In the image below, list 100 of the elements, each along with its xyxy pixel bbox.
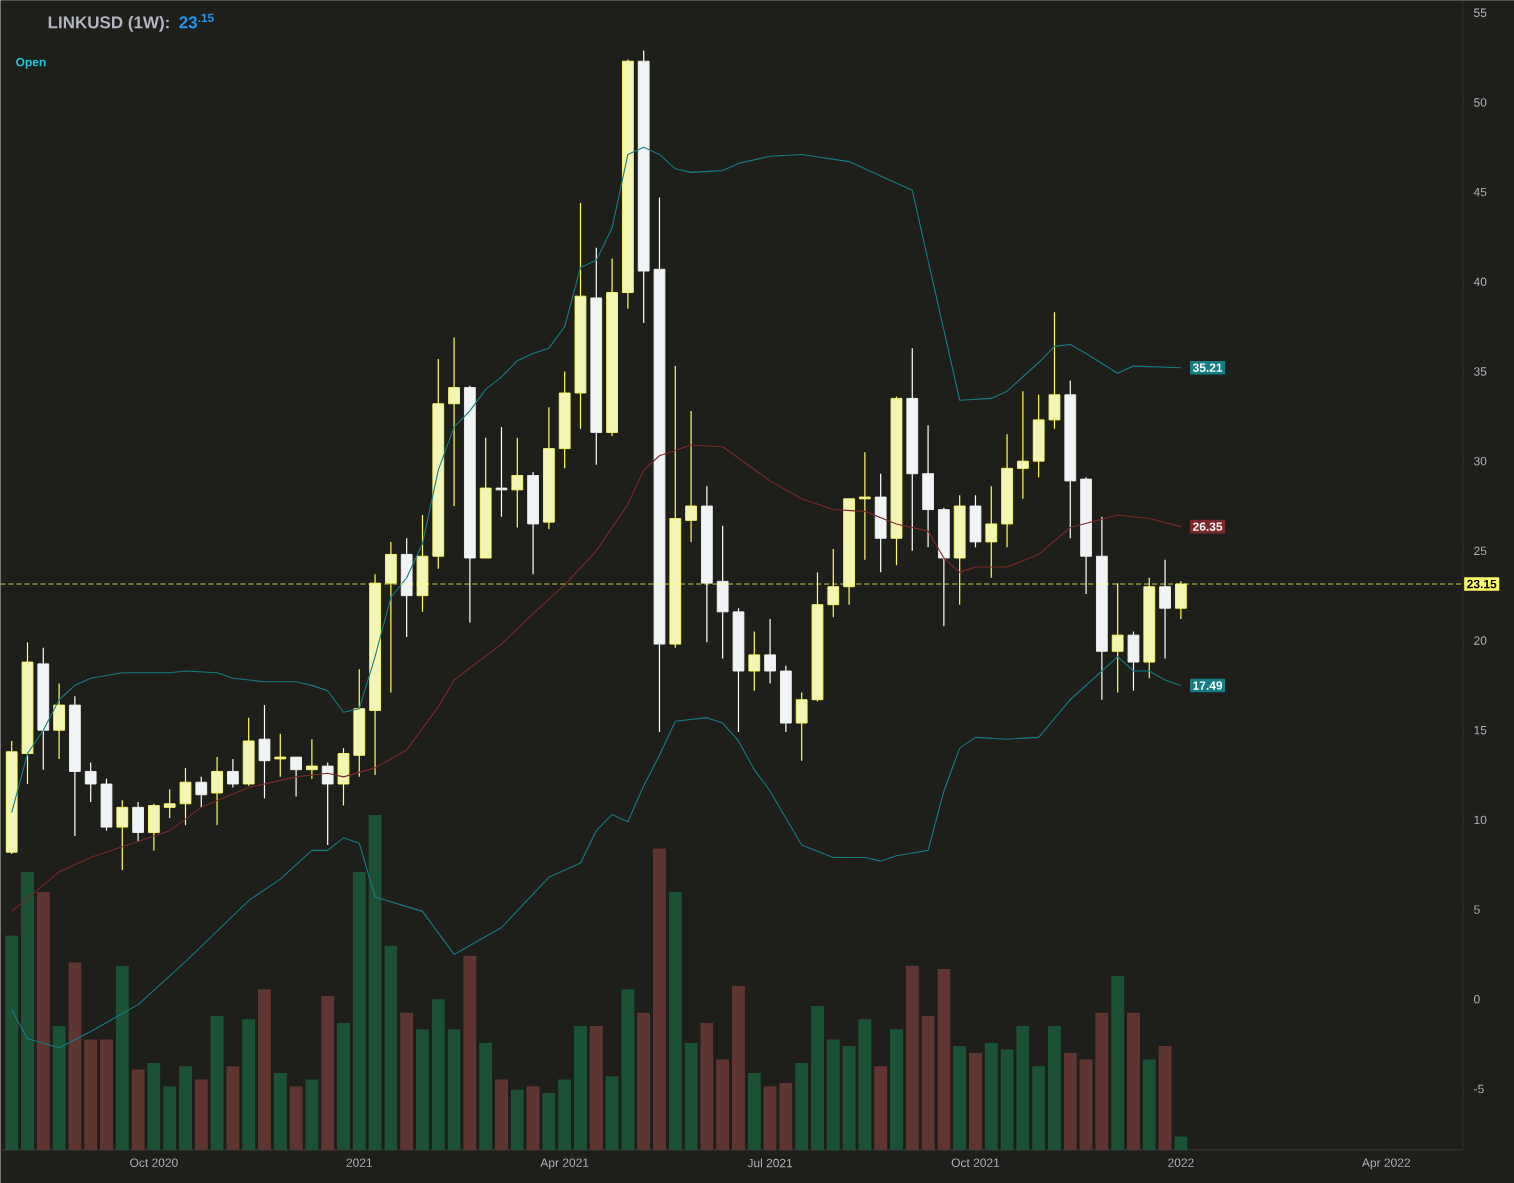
bar [36,892,50,1150]
bar [305,1079,319,1150]
bar [321,995,335,1150]
candlestick [448,336,460,507]
bar [352,871,366,1150]
bar [415,1029,429,1150]
data-label: 17.49 [1193,681,1223,690]
bar [494,1079,508,1150]
bar [1000,1049,1014,1150]
bar [858,1019,872,1150]
bar [336,1022,350,1150]
bar [668,892,682,1150]
y-tick-label: 20 [1474,636,1487,645]
x-tick-label: Jul 2021 [747,1158,793,1168]
bar [273,1072,287,1150]
candlestick [748,630,761,692]
x-tick-label: Oct 2021 [951,1158,1000,1167]
candlestick [84,761,97,803]
bar [115,965,129,1150]
candlestick [211,756,223,826]
bar [20,871,34,1150]
text: 23$^{.15}$ [179,13,214,29]
candlestick [511,437,524,529]
bar [810,1005,824,1150]
y-tick-label: 30 [1474,456,1487,466]
candlestick [290,756,302,798]
annotation: Open [16,57,46,69]
line-series [11,146,1182,814]
candlestick [195,776,208,808]
bar [573,1026,587,1150]
candlestick [859,451,871,561]
bar [1032,1066,1046,1150]
x-tick-label: Apr 2022 [1361,1158,1410,1170]
bar [953,1046,967,1150]
bar [1111,975,1125,1150]
bar [905,965,919,1150]
bar [763,1086,777,1150]
candlestick [985,485,998,579]
bar [589,1026,603,1150]
y-tick-label: -5 [1474,1084,1484,1094]
bar [716,1059,730,1150]
bar [637,1012,651,1150]
candlestick [764,618,776,685]
x-tick-label: 2022 [1168,1158,1194,1167]
data-label: 35.21 [1192,363,1223,372]
y-tick-label: 0 [1474,995,1480,1004]
bar [210,1015,224,1150]
bar [368,815,382,1150]
bar [431,999,445,1150]
y-tick-label: 35 [1474,367,1487,376]
bar [795,1062,809,1150]
bar [147,1062,161,1150]
bar [826,1039,840,1150]
candlestick [1159,559,1171,660]
candlestick [306,738,318,780]
bar [747,1072,761,1150]
candlestick [495,426,508,518]
line-series [11,656,1182,1049]
candlestick [163,788,176,819]
bar [921,1015,935,1150]
bar [1158,1046,1172,1150]
y-tick-label: 45 [1473,187,1487,197]
bar [131,1069,145,1150]
bar [605,1076,619,1150]
candlestick [258,704,271,799]
x-tick-label: Oct 2020 [130,1158,178,1167]
y-tick-label: 50 [1474,98,1487,107]
candlestick [795,691,808,762]
x-tick-label: Apr 2021 [540,1158,589,1170]
bar [5,935,19,1150]
bar [52,1026,66,1150]
bar [463,955,477,1150]
bar [68,962,82,1150]
y-tick-label: 15 [1474,726,1487,735]
y-tick-label: 40 [1473,277,1487,287]
bar [384,945,398,1150]
bar [684,1042,698,1150]
y-tick-label: 25 [1474,546,1487,556]
bar [1095,1012,1109,1150]
y-tick-label: 55 [1474,8,1487,17]
line-series [11,444,1182,912]
bar [99,1039,113,1150]
bar [1079,1059,1093,1150]
y-tick-label: 10 [1474,815,1487,825]
bar [889,1029,903,1150]
bar [479,1042,493,1150]
y-tick-label: 5 [1474,905,1480,914]
bar [163,1086,177,1150]
bar [84,1039,98,1150]
bar [652,848,666,1150]
bar [447,1029,461,1150]
bar [226,1066,240,1150]
bar [289,1086,303,1150]
candlestick [274,733,287,778]
candlestick [179,767,192,826]
bar [842,1046,856,1150]
bar [700,1022,714,1150]
bar [1016,1026,1030,1150]
ref-line-label: 23.15 [1467,579,1497,589]
x-tick-label: 2021 [346,1158,373,1167]
